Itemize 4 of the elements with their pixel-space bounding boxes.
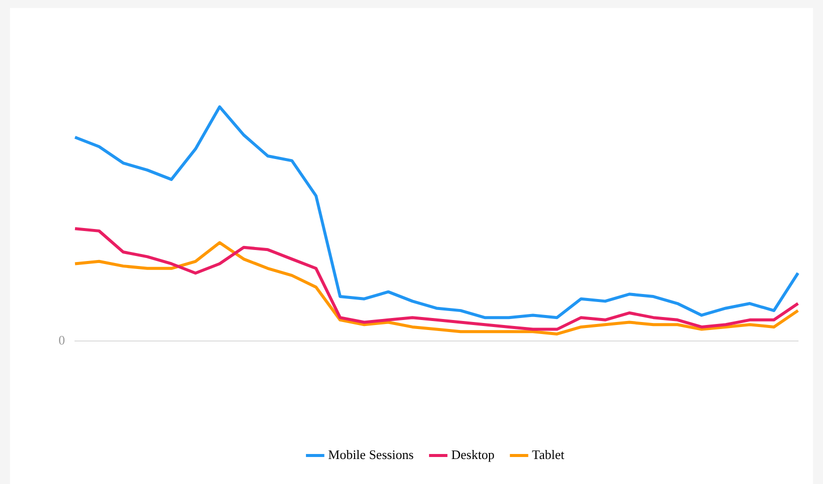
legend-label: Desktop [451, 446, 495, 462]
legend-label: Mobile Sessions [328, 446, 414, 462]
text: 0 [58, 332, 65, 348]
legend-label: Tablet [532, 446, 565, 462]
